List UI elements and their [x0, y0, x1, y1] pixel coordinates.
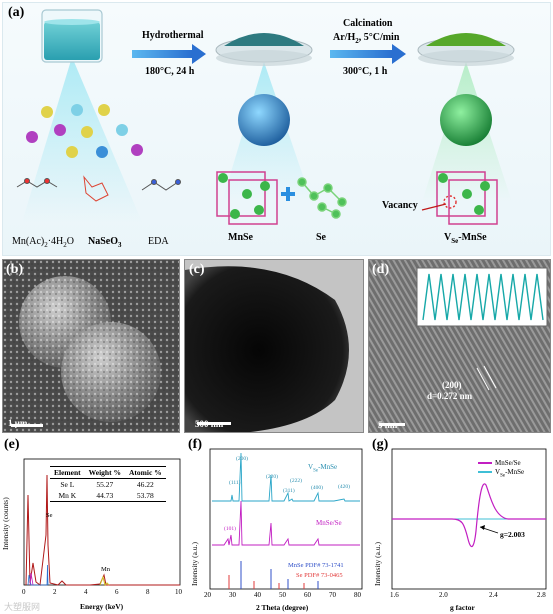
- step2-gas: Ar/H2, 5°C/min: [333, 32, 400, 45]
- xrd-ref-mnse: MnSe PDF# 73-1741: [288, 562, 344, 569]
- arrow-right-icon: [132, 44, 206, 64]
- epr-legend-item-1: MnSe/Se: [478, 459, 524, 467]
- beam-1: [22, 57, 142, 222]
- panel-label-a: (a): [8, 5, 25, 20]
- sem-micrograph: [3, 260, 179, 432]
- xrd-y-axis-label: Intensity (a.u.): [190, 542, 199, 586]
- watermark: 大塑服网: [4, 602, 41, 612]
- hrtem-micrograph: [369, 260, 550, 432]
- xrd-mnse-se-line: [212, 500, 360, 546]
- product-mnse: MnSe: [228, 232, 253, 243]
- xrd-reference-sticks: [228, 561, 319, 589]
- epr-x-axis-label: g factor: [450, 603, 475, 612]
- tem-image-panel: [184, 259, 364, 433]
- plus-icon: [281, 187, 295, 201]
- edx-y-axis-label: Intensity (counts): [1, 497, 10, 550]
- epr-legend: MnSe/Se VSe-MnSe: [478, 459, 524, 478]
- panel-label-b: (b): [6, 262, 24, 277]
- edx-peak-se: Se: [46, 512, 53, 519]
- product-se: Se: [316, 232, 326, 243]
- schematic-graphics: [16, 9, 515, 225]
- step2-condition: 300°C, 1 h: [343, 66, 388, 77]
- edx-peak-mn: Mn: [101, 566, 111, 573]
- panel-label-e: (e): [4, 437, 20, 452]
- xrd-peak-220: (220): [266, 474, 278, 480]
- arrow-right-icon: [330, 44, 406, 64]
- epr-mnse-se-line: [392, 483, 546, 548]
- panel-label-f: (f): [188, 437, 202, 452]
- petri-dish-green-icon: [417, 33, 515, 66]
- panel-label-c: (c): [189, 262, 205, 277]
- tem-micrograph: [185, 260, 363, 432]
- xrd-peak-311: (311): [283, 488, 295, 494]
- panel-label-g: (g): [372, 437, 389, 452]
- vse-mnse-lattice-icon: [436, 171, 498, 225]
- xrd-peak-101: (101): [224, 526, 236, 532]
- hrtem-scalebar-label: 5 nm: [378, 420, 398, 430]
- xrd-peak-200: (200): [236, 456, 248, 462]
- reagent-naseo3: NaSeO3: [88, 236, 122, 249]
- reagent-mn-acetate: Mn(Ac)2·4H2O: [12, 236, 75, 249]
- reagent-eda: EDA: [148, 236, 169, 247]
- precursor-spheres-icon: [26, 104, 143, 158]
- beaker-icon: [41, 9, 103, 63]
- xrd-ref-se: Se PDF# 73-0465: [296, 572, 343, 579]
- xrd-peak-420: (420): [338, 484, 350, 490]
- edx-spectrum-chart: [23, 458, 181, 586]
- vacancy-label: Vacancy: [382, 200, 418, 211]
- vacancy-pointer: [421, 203, 447, 211]
- hrtem-image-panel: [368, 259, 551, 433]
- step1-label: Hydrothermal: [142, 30, 204, 41]
- xrd-peak-400: (400): [311, 485, 323, 491]
- panel-label-d: (d): [372, 262, 390, 277]
- epr-spectrum-chart: [391, 448, 547, 590]
- xrd-legend-vse-mnse: VSe-MnSe: [308, 463, 338, 474]
- fringe-profile-line: [422, 273, 544, 321]
- sem-scalebar-label: 1 μm: [8, 418, 28, 428]
- molecule-structures-icon: [16, 175, 181, 202]
- xrd-peak-222: (222): [290, 478, 302, 484]
- petri-dish-teal-icon: [215, 33, 313, 66]
- epr-y-axis-label: Intensity (a.u.): [373, 542, 382, 586]
- se-chain-icon: [297, 177, 347, 219]
- mnse-lattice-icon: [216, 171, 278, 225]
- lattice-plane-label: (200): [442, 380, 462, 390]
- epr-legend-item-2: VSe-MnSe: [478, 468, 524, 478]
- step1-condition: 180°C, 24 h: [145, 66, 195, 77]
- sem-image-panel: [2, 259, 180, 433]
- xrd-pattern-chart: [209, 448, 363, 590]
- xrd-legend-mnse-se: MnSe/Se: [316, 519, 342, 527]
- xrd-vse-mnse-line: [212, 452, 360, 502]
- mnse-sphere-icon: [238, 94, 290, 146]
- xrd-peak-111: (111): [229, 480, 241, 486]
- epr-g-annotation: g=2.003: [500, 530, 525, 539]
- step2-label: Calcination: [343, 18, 393, 29]
- xrd-x-axis-label: 2 Theta (degree): [256, 603, 309, 612]
- vse-mnse-sphere-icon: [440, 94, 492, 146]
- edx-composition-table: Element Weight % Atomic % Se L 55.27 46.22 M…: [50, 466, 166, 502]
- tem-scalebar-label: 500 nm: [195, 419, 224, 429]
- final-product: VSe-MnSe: [444, 232, 487, 245]
- d-spacing-label: d=0.272 nm: [427, 391, 473, 401]
- edx-x-axis-label: Energy (keV): [80, 602, 124, 611]
